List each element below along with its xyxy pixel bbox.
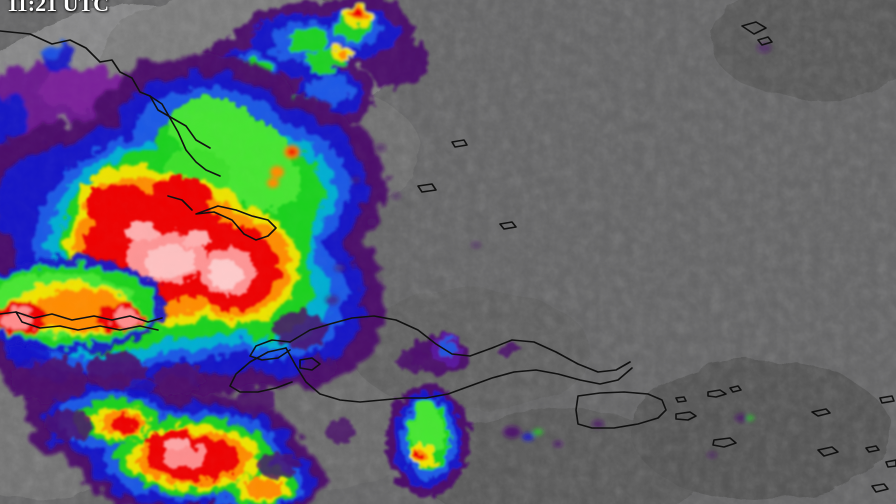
sensor-grain-overlay: [0, 0, 896, 504]
satellite-infrared-raster: [0, 0, 896, 504]
satellite-image-viewport: 11:21 UTC: [0, 0, 896, 504]
